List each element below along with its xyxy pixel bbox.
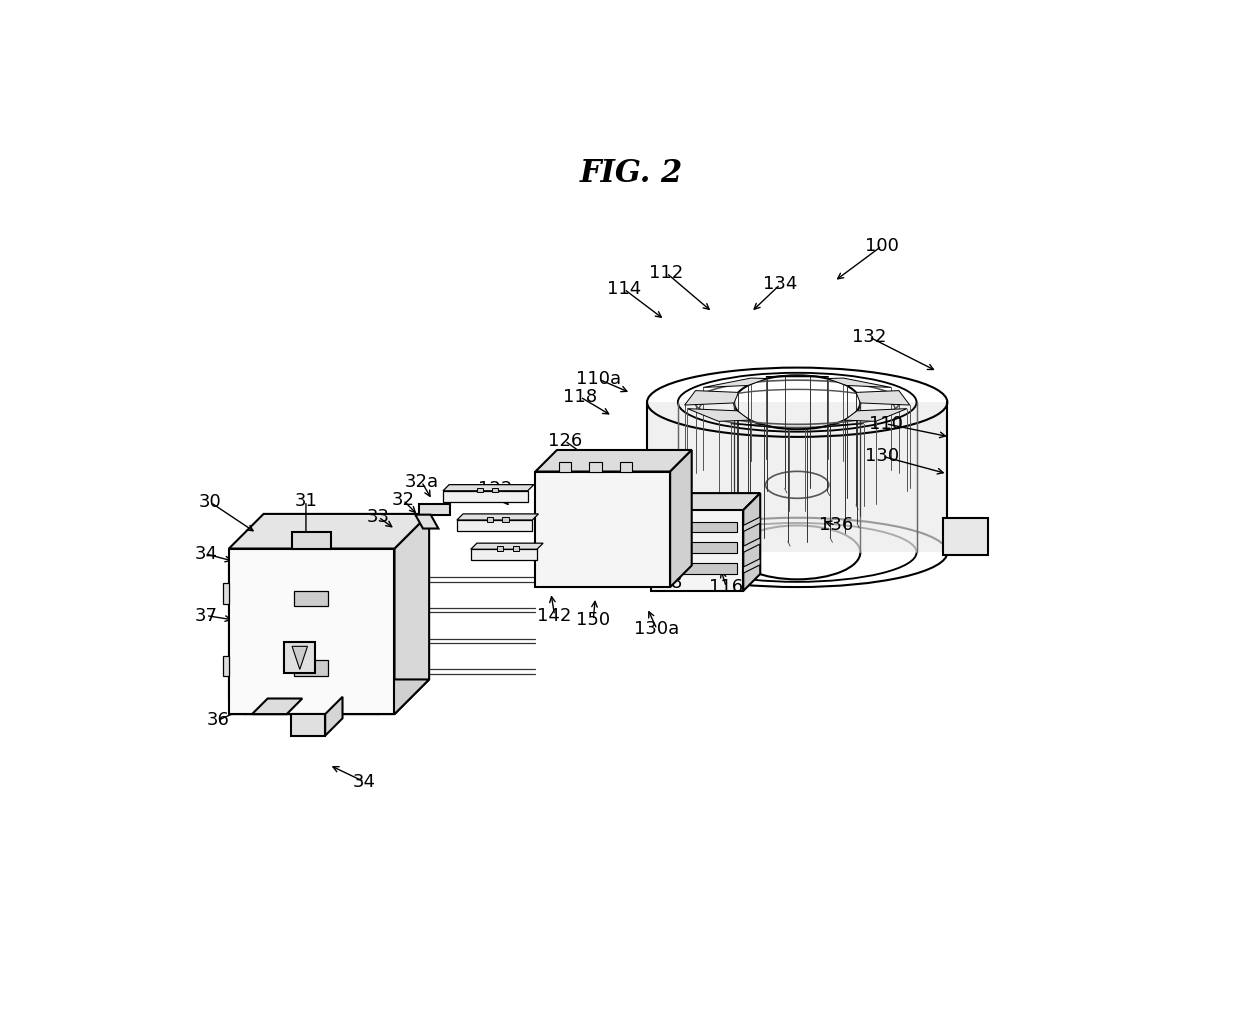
Polygon shape bbox=[223, 583, 229, 604]
Text: 134: 134 bbox=[763, 276, 797, 294]
Polygon shape bbox=[743, 517, 760, 531]
Polygon shape bbox=[415, 515, 439, 528]
Text: 118: 118 bbox=[563, 388, 598, 406]
Text: 34: 34 bbox=[353, 773, 376, 791]
Polygon shape bbox=[419, 504, 450, 515]
Text: 31: 31 bbox=[295, 492, 317, 510]
Polygon shape bbox=[492, 488, 498, 492]
Text: 33: 33 bbox=[367, 508, 389, 526]
Polygon shape bbox=[657, 542, 737, 553]
Polygon shape bbox=[743, 537, 760, 552]
Text: 150: 150 bbox=[577, 611, 610, 629]
Text: 110: 110 bbox=[869, 415, 903, 433]
Polygon shape bbox=[443, 485, 534, 491]
Text: 112: 112 bbox=[650, 264, 683, 282]
Polygon shape bbox=[944, 518, 988, 554]
Text: 30: 30 bbox=[200, 493, 222, 511]
Polygon shape bbox=[487, 517, 494, 521]
Polygon shape bbox=[223, 656, 229, 676]
Polygon shape bbox=[730, 423, 790, 429]
Polygon shape bbox=[536, 450, 692, 472]
Polygon shape bbox=[558, 463, 570, 472]
Polygon shape bbox=[293, 531, 331, 548]
Text: 142: 142 bbox=[537, 607, 572, 624]
Polygon shape bbox=[294, 661, 329, 676]
Text: 146: 146 bbox=[622, 561, 656, 579]
Polygon shape bbox=[229, 548, 394, 714]
Polygon shape bbox=[252, 699, 303, 714]
Polygon shape bbox=[471, 549, 537, 561]
Polygon shape bbox=[651, 493, 760, 510]
Polygon shape bbox=[294, 591, 329, 606]
Polygon shape bbox=[687, 409, 750, 421]
Text: 132: 132 bbox=[852, 328, 887, 345]
Text: 116: 116 bbox=[709, 578, 744, 596]
Polygon shape bbox=[703, 378, 768, 388]
Text: 136: 136 bbox=[818, 516, 853, 534]
Text: 37: 37 bbox=[195, 607, 217, 624]
Polygon shape bbox=[536, 472, 670, 587]
Polygon shape bbox=[844, 409, 906, 421]
Polygon shape bbox=[229, 680, 429, 714]
Polygon shape bbox=[497, 546, 503, 550]
Text: 130: 130 bbox=[864, 447, 899, 466]
Text: 122: 122 bbox=[479, 481, 512, 498]
Text: 130a: 130a bbox=[635, 620, 680, 638]
Polygon shape bbox=[229, 514, 429, 548]
Polygon shape bbox=[657, 564, 737, 574]
Polygon shape bbox=[512, 546, 518, 550]
Polygon shape bbox=[589, 463, 601, 472]
Polygon shape bbox=[651, 510, 743, 591]
Polygon shape bbox=[827, 378, 892, 388]
Text: FIG. 2: FIG. 2 bbox=[580, 158, 683, 189]
Text: 114: 114 bbox=[606, 280, 641, 298]
Polygon shape bbox=[290, 714, 325, 735]
Polygon shape bbox=[805, 423, 864, 429]
Text: 36: 36 bbox=[207, 711, 229, 729]
Polygon shape bbox=[456, 520, 532, 531]
Text: 32a: 32a bbox=[404, 473, 439, 491]
Polygon shape bbox=[743, 493, 760, 591]
Polygon shape bbox=[856, 391, 910, 405]
Text: 100: 100 bbox=[866, 237, 899, 255]
Text: 126: 126 bbox=[548, 431, 582, 449]
Polygon shape bbox=[456, 514, 538, 520]
Polygon shape bbox=[471, 543, 543, 549]
Text: 138: 138 bbox=[647, 575, 682, 592]
Text: 110a: 110a bbox=[575, 370, 621, 388]
Polygon shape bbox=[684, 391, 739, 405]
Text: 34: 34 bbox=[195, 545, 217, 563]
Polygon shape bbox=[647, 402, 947, 552]
Polygon shape bbox=[670, 450, 692, 587]
Polygon shape bbox=[502, 517, 508, 521]
Polygon shape bbox=[443, 491, 528, 502]
Text: 32: 32 bbox=[392, 491, 414, 509]
Polygon shape bbox=[477, 488, 484, 492]
Polygon shape bbox=[293, 646, 308, 670]
Polygon shape bbox=[394, 514, 429, 714]
Polygon shape bbox=[620, 463, 632, 472]
Polygon shape bbox=[743, 559, 760, 574]
Polygon shape bbox=[325, 697, 342, 735]
Polygon shape bbox=[657, 521, 737, 532]
Polygon shape bbox=[284, 642, 315, 674]
